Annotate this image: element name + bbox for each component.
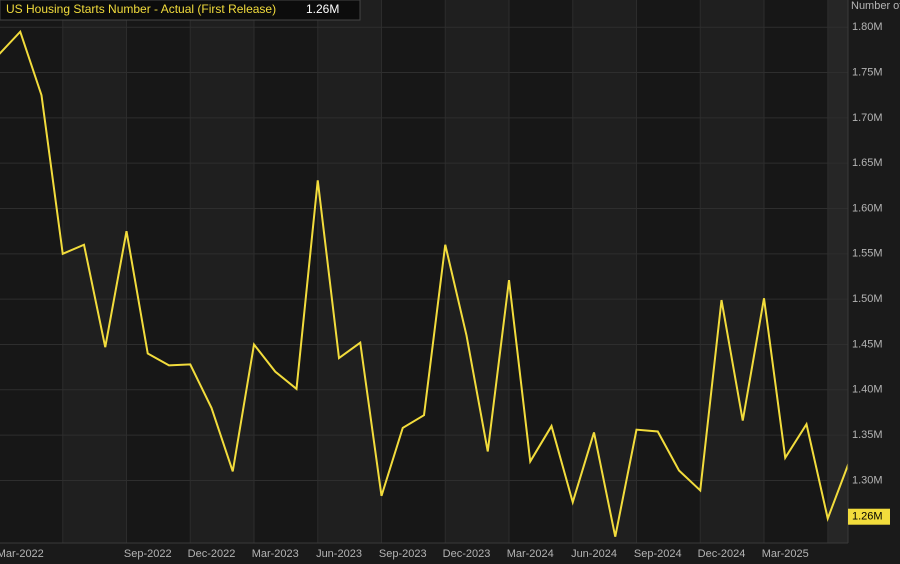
series-line xyxy=(0,29,848,537)
band xyxy=(62,0,127,543)
grid xyxy=(0,26,848,481)
last-value-label: 1.26M xyxy=(852,511,883,523)
x-tick-label: Dec-2024 xyxy=(698,548,746,560)
y-tick-label: 1.50M xyxy=(852,293,883,305)
legend-title: US Housing Starts Number - Actual (First… xyxy=(6,2,276,16)
x-tick-label: Mar-2025 xyxy=(762,548,809,560)
labels: 1.30M 1.35M 1.40M 1.45M 1.50M 1.55M 1.60M 1.65M… xyxy=(0,21,890,560)
legend-value: 1.26M xyxy=(306,2,339,16)
y-tick-label: 1.30M xyxy=(852,474,883,486)
band xyxy=(126,0,191,543)
band xyxy=(381,0,446,543)
x-tick-label: Mar-2023 xyxy=(252,548,299,560)
band xyxy=(254,0,318,543)
y-tick-label: 1.40M xyxy=(852,384,883,396)
y-tick-label: 1.45M xyxy=(852,338,883,350)
x-tick-label: Jun-2023 xyxy=(316,548,362,560)
y-tick-label: 1.65M xyxy=(852,157,883,169)
band xyxy=(445,0,509,543)
y-tick-label: 1.60M xyxy=(852,202,883,214)
x-tick-label: Jun-2024 xyxy=(571,548,617,560)
last-value-box xyxy=(848,508,890,525)
band xyxy=(700,0,764,543)
band xyxy=(190,0,254,543)
legend-box xyxy=(0,0,361,21)
band xyxy=(764,0,828,543)
y-tick-label: 1.80M xyxy=(852,21,883,33)
y-tick-label: 1.75M xyxy=(852,66,883,78)
x-tick-label: Dec-2023 xyxy=(443,548,491,560)
x-tick-label: Sep-2022 xyxy=(124,548,172,560)
x-tick-label: Dec-2022 xyxy=(188,548,236,560)
y-tick-label: 1.55M xyxy=(852,248,883,260)
band xyxy=(636,0,701,543)
x-tick-label: Sep-2024 xyxy=(634,548,682,560)
y-tick-label: 1.35M xyxy=(852,429,883,441)
x-tick-label: Mar-2024 xyxy=(507,548,554,560)
x-tick-label: Sep-2023 xyxy=(379,548,427,560)
band xyxy=(317,0,382,543)
band xyxy=(572,0,637,543)
plot xyxy=(0,29,848,537)
band xyxy=(827,0,848,543)
band xyxy=(0,0,63,543)
bands xyxy=(0,0,848,543)
band xyxy=(509,0,573,543)
y-axis-label: Number of xyxy=(851,0,900,12)
x-tick-label: Mar-2022 xyxy=(0,548,44,560)
y-tick-label: 1.70M xyxy=(852,112,883,124)
